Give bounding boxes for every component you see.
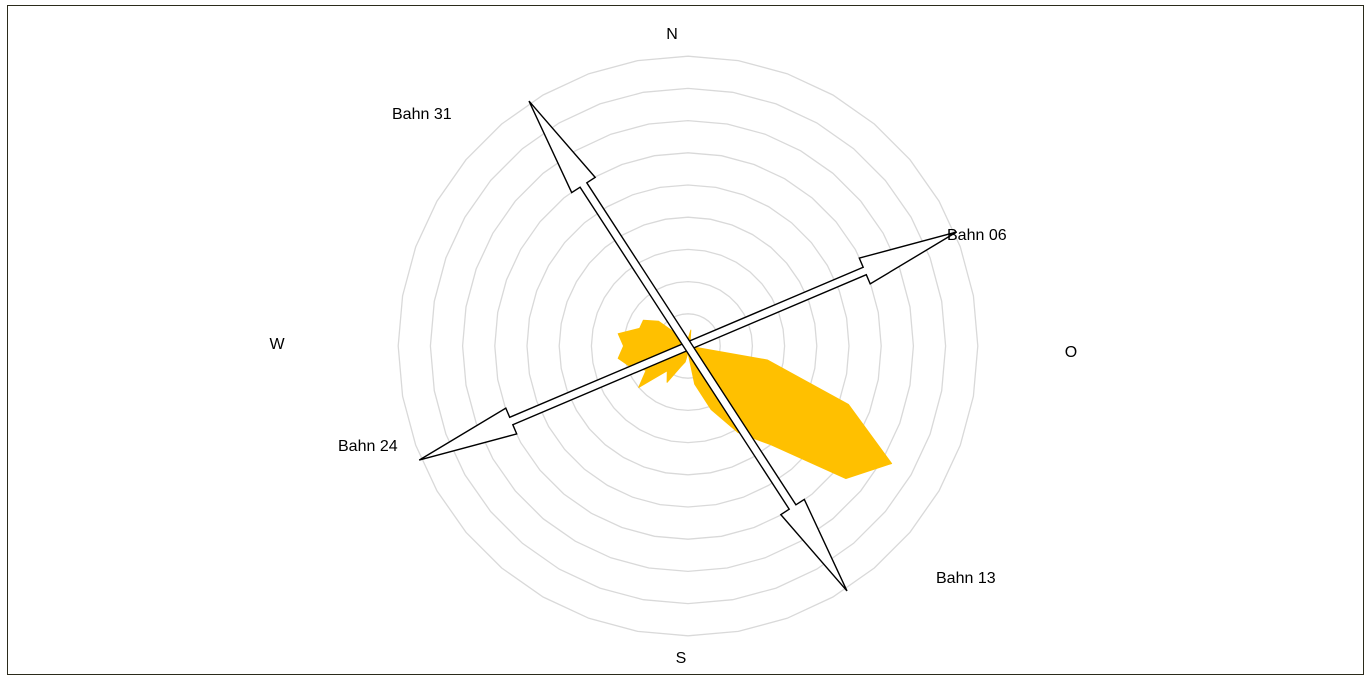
compass-label-north: N (666, 26, 678, 43)
grid-ring-3 (590, 248, 786, 444)
grid-ring-6 (494, 152, 882, 540)
runway-label-31: Bahn 31 (392, 106, 452, 123)
compass-label-east: O (1065, 344, 1077, 361)
runway-label-06: Bahn 06 (947, 227, 1007, 244)
grid-ring-4 (558, 216, 818, 476)
runway-arrows (418, 100, 958, 592)
grid-ring-9 (397, 55, 979, 637)
grid-ring-8 (429, 87, 947, 605)
grid-ring-7 (461, 119, 915, 573)
runway-label-24: Bahn 24 (338, 438, 398, 455)
grid-ring-5 (526, 184, 850, 508)
compass-label-south: S (676, 650, 687, 666)
compass-label-west: W (269, 336, 285, 353)
runway-label-13: Bahn 13 (936, 570, 996, 587)
grid-ring-2 (622, 280, 754, 412)
runway-arrow-2 (528, 100, 848, 592)
